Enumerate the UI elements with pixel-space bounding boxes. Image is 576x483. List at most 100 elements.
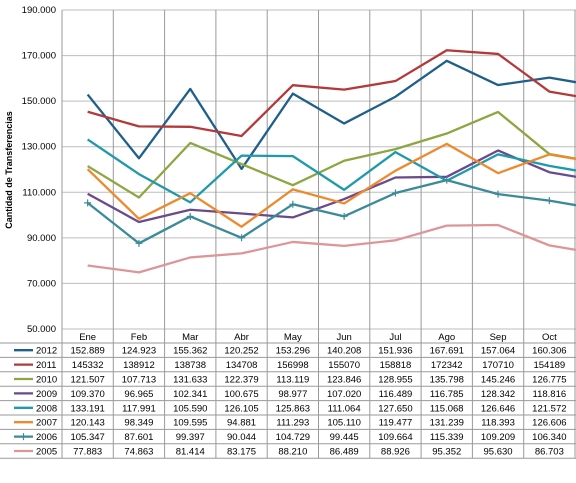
- table-cell: 122.379: [224, 375, 258, 386]
- legend-entry: 2007: [36, 418, 57, 429]
- table-cell: 99.445: [330, 432, 359, 443]
- table-cell: 145.246: [481, 375, 515, 386]
- table-cell: 117.991: [122, 403, 156, 414]
- legend-entry: 2012: [36, 346, 57, 357]
- table-cell: 119.477: [379, 418, 413, 429]
- y-tick-label: 150.000: [22, 96, 56, 107]
- y-tick-label: 170.000: [22, 51, 56, 62]
- table-cell: 135.798: [430, 375, 464, 386]
- table-cell: 87.601: [124, 432, 153, 443]
- table-cell: 160.306: [532, 346, 566, 357]
- table-cell: 88.210: [278, 447, 307, 458]
- data-point-2006: [545, 197, 553, 205]
- table-cell: 77.883: [73, 447, 102, 458]
- series-line-2008: [87, 138, 576, 204]
- x-category-label: Mar: [182, 332, 198, 343]
- table-cell: 126.775: [532, 375, 566, 386]
- table-cell: 109.370: [70, 389, 104, 400]
- table-cell: 107.020: [327, 389, 361, 400]
- table-cell: 98.977: [278, 389, 307, 400]
- series-line-2006: [86, 178, 576, 245]
- table-cell: 126.646: [481, 403, 515, 414]
- table-cell: 126.105: [224, 403, 258, 414]
- x-category-label: Ene: [79, 332, 96, 343]
- table-cell: 105.590: [173, 403, 207, 414]
- table-cell: 111.064: [328, 403, 361, 414]
- table-cell: 95.352: [432, 447, 461, 458]
- table-cell: 138912: [123, 360, 155, 371]
- table-cell: 151.936: [378, 346, 412, 357]
- table-cell: 113.119: [276, 375, 309, 386]
- table-cell: 128.955: [378, 375, 412, 386]
- table-cell: 156998: [277, 360, 309, 371]
- table-cell: 118.816: [533, 389, 567, 400]
- legend-entry: 2006: [36, 432, 57, 443]
- legend-entry: 2010: [36, 375, 57, 386]
- series-line-2011: [87, 49, 576, 138]
- table-cell: 116.489: [379, 389, 413, 400]
- y-axis: 50.000 70.000 90.000 110.000 130.000 150.000 1…: [22, 5, 56, 335]
- x-category-label: Jul: [389, 332, 401, 343]
- table-cell: 120.252: [224, 346, 258, 357]
- y-axis-label: Cantidad de Transferencias: [4, 111, 14, 229]
- x-category-label: Ago: [438, 332, 455, 343]
- table-cell: 152.889: [70, 346, 104, 357]
- table-cell: 105.110: [327, 418, 361, 429]
- table-cell: 155.362: [173, 346, 207, 357]
- table-cell: 153.296: [276, 346, 310, 357]
- table-cell: 133.191: [70, 403, 104, 414]
- table-cell: 83.175: [227, 447, 256, 458]
- table-cell: 157.064: [481, 346, 515, 357]
- table-cell: 158818: [380, 360, 412, 371]
- table-cell: 120.143: [70, 418, 104, 429]
- table-cell: 96.965: [124, 389, 153, 400]
- y-tick-label: 110.000: [22, 187, 56, 198]
- data-point-2006: [289, 200, 297, 208]
- table-cell: 170710: [482, 360, 514, 371]
- table-cell: 100.675: [224, 389, 258, 400]
- table-cell: 86.489: [330, 447, 359, 458]
- table-cell: 155070: [328, 360, 360, 371]
- y-tick-label: 70.000: [27, 278, 56, 289]
- table-cell: 126.606: [532, 418, 566, 429]
- x-category-label: Sep: [490, 332, 507, 343]
- legend-entry: 2005: [36, 447, 57, 458]
- table-cell: 102.341: [173, 389, 207, 400]
- table-cell: 95.630: [484, 447, 513, 458]
- data-point-2006: [494, 190, 502, 198]
- x-category-label: Oct: [542, 332, 557, 343]
- table-cell: 125.863: [276, 403, 310, 414]
- table-cell: 109.664: [378, 432, 412, 443]
- x-category-label: Abr: [234, 332, 249, 343]
- table-cell: 104.729: [276, 432, 310, 443]
- table-cell: 86.703: [535, 447, 564, 458]
- table-cell: 121.507: [70, 375, 104, 386]
- table-cell: 90.044: [227, 432, 256, 443]
- table-cell: 99.397: [176, 432, 205, 443]
- table-cell: 107.713: [122, 375, 156, 386]
- table-cell: 109.209: [481, 432, 515, 443]
- table-cell: 106.340: [532, 432, 566, 443]
- table-cell: 134708: [226, 360, 258, 371]
- data-point-2006: [340, 212, 348, 220]
- y-tick-label: 50.000: [27, 324, 56, 335]
- y-tick-label: 90.000: [27, 233, 56, 244]
- table-cell: 118.393: [481, 418, 515, 429]
- y-tick-label: 190.000: [22, 5, 56, 16]
- table-cell: 115.068: [430, 403, 464, 414]
- table-cell: 128.342: [481, 389, 515, 400]
- x-category-label: May: [284, 332, 302, 343]
- table-cell: 124.923: [122, 346, 156, 357]
- y-tick-label: 130.000: [22, 142, 56, 153]
- table-cell: 145332: [72, 360, 104, 371]
- table-cell: 105.347: [70, 432, 104, 443]
- table-cell: 154189: [533, 360, 565, 371]
- series-lines: [84, 49, 576, 274]
- legend-marker-2006: [20, 433, 27, 441]
- table-cell: 121.572: [532, 403, 566, 414]
- table-cell: 127.650: [378, 403, 412, 414]
- series-line-2007: [86, 142, 576, 228]
- table-cell: 172342: [431, 360, 463, 371]
- x-category-label: Jun: [336, 332, 351, 343]
